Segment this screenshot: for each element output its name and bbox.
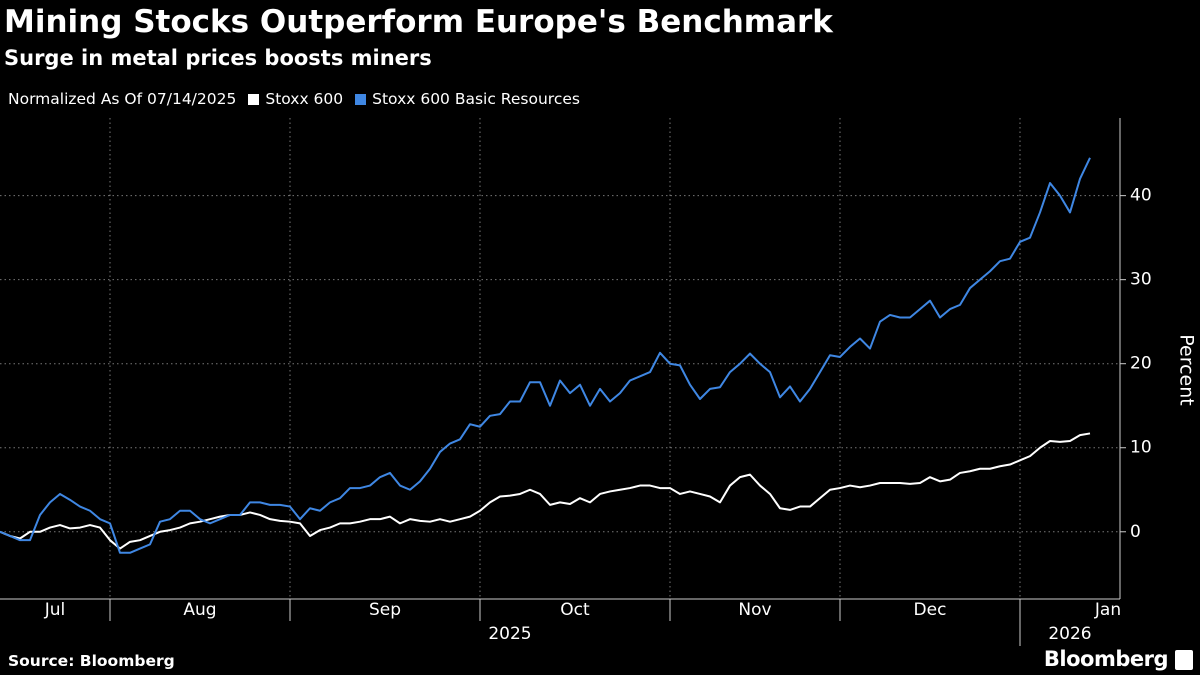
x-tick-label: Jan [1094,600,1121,620]
chart-subtitle: Surge in metal prices boosts miners [4,46,432,70]
y-tick-label: 20 [1130,354,1152,374]
x-tick-label: Sep [369,600,401,620]
brand-icon [1175,650,1193,670]
year-label: 2025 [488,624,531,644]
legend-swatch [355,93,367,105]
x-tick-label: Jul [44,600,66,620]
x-tick-label: Dec [914,600,947,620]
y-axis-label: Percent [1176,334,1198,406]
legend-label: Stoxx 600 Basic Resources [372,90,580,108]
legend: Normalized As Of 07/14/2025 Stoxx 600 Sto… [8,90,580,108]
y-tick-label: 30 [1130,270,1152,290]
series-line [0,157,1091,554]
chart-title: Mining Stocks Outperform Europe's Benchm… [4,4,833,40]
y-tick-label: 40 [1130,186,1152,206]
y-tick-label: 0 [1130,522,1141,542]
brand: Bloomberg [1043,647,1169,671]
legend-title: Normalized As Of 07/14/2025 [8,90,237,108]
legend-swatch [248,93,260,105]
series-line [0,432,1091,550]
x-tick-label: Oct [560,600,590,620]
x-tick-label: Nov [738,600,771,620]
y-tick-label: 10 [1130,438,1152,458]
source: Source: Bloomberg [8,652,175,670]
x-tick-label: Aug [183,600,216,620]
year-label: 2026 [1048,624,1091,644]
legend-label: Stoxx 600 [265,90,344,108]
